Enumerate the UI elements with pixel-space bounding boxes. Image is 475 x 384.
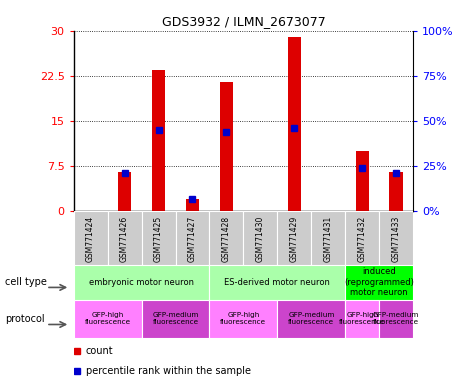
Bar <box>142 211 176 265</box>
Bar <box>219 82 233 211</box>
Bar <box>345 265 413 300</box>
Bar <box>107 211 142 265</box>
Bar <box>345 211 379 265</box>
Title: GDS3932 / ILMN_2673077: GDS3932 / ILMN_2673077 <box>162 15 325 28</box>
Bar <box>379 300 413 338</box>
Text: GSM771428: GSM771428 <box>222 215 231 262</box>
Bar <box>176 211 209 265</box>
Bar <box>118 172 132 211</box>
Bar <box>152 70 165 211</box>
Text: GFP-medium
fluorescence: GFP-medium fluorescence <box>288 312 334 325</box>
Text: GSM771432: GSM771432 <box>358 215 367 262</box>
Bar <box>390 172 403 211</box>
Bar <box>209 211 243 265</box>
Text: GSM771425: GSM771425 <box>154 215 163 262</box>
Text: GSM771433: GSM771433 <box>392 215 401 262</box>
Bar <box>74 211 107 265</box>
Text: GFP-high
fluorescence: GFP-high fluorescence <box>339 312 385 325</box>
Text: protocol: protocol <box>5 314 44 324</box>
Text: GSM771424: GSM771424 <box>86 215 95 262</box>
Text: cell type: cell type <box>5 277 47 287</box>
Text: GSM771430: GSM771430 <box>256 215 265 262</box>
Text: GSM771431: GSM771431 <box>324 215 333 262</box>
Bar <box>74 265 209 300</box>
Bar <box>243 211 277 265</box>
Bar <box>74 300 142 338</box>
Text: GFP-medium
fluorescence: GFP-medium fluorescence <box>373 312 419 325</box>
Text: GFP-high
fluorescence: GFP-high fluorescence <box>220 312 266 325</box>
Text: GSM771427: GSM771427 <box>188 215 197 262</box>
Text: ES-derived motor neuron: ES-derived motor neuron <box>225 278 330 287</box>
Text: embryonic motor neuron: embryonic motor neuron <box>89 278 194 287</box>
Text: GFP-medium
fluorescence: GFP-medium fluorescence <box>152 312 199 325</box>
Bar <box>345 300 379 338</box>
Text: GSM771429: GSM771429 <box>290 215 299 262</box>
Bar <box>287 37 301 211</box>
Text: count: count <box>86 346 113 356</box>
Bar <box>142 300 209 338</box>
Bar <box>186 199 199 211</box>
Text: percentile rank within the sample: percentile rank within the sample <box>86 366 250 376</box>
Bar <box>209 265 345 300</box>
Bar <box>312 211 345 265</box>
Bar <box>277 300 345 338</box>
Bar <box>355 151 369 211</box>
Text: induced
(reprogrammed)
motor neuron: induced (reprogrammed) motor neuron <box>344 267 414 297</box>
Bar <box>277 211 311 265</box>
Bar <box>209 300 277 338</box>
Bar <box>379 211 413 265</box>
Text: GSM771426: GSM771426 <box>120 215 129 262</box>
Text: GFP-high
fluorescence: GFP-high fluorescence <box>85 312 131 325</box>
